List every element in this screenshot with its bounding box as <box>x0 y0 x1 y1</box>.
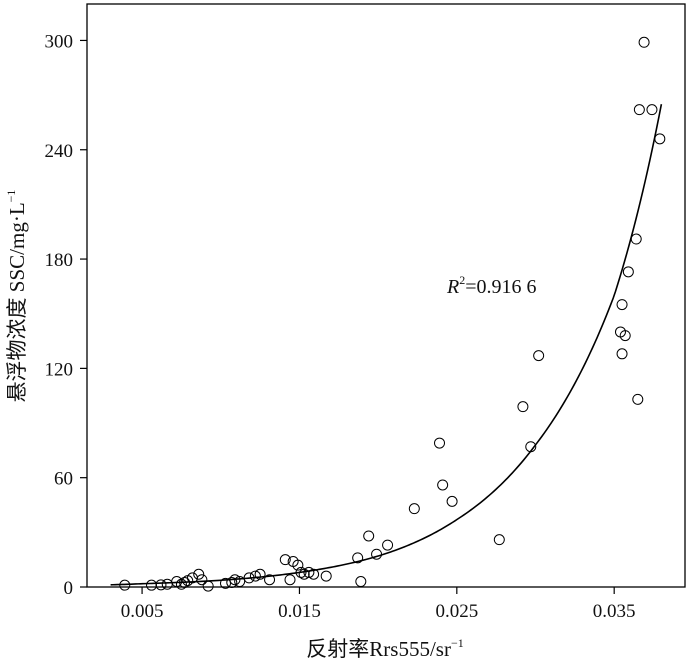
data-point <box>437 479 449 491</box>
y-tick-label: 180 <box>45 250 74 271</box>
data-point <box>632 393 644 405</box>
data-point <box>371 548 383 560</box>
x-tick-label: 0.025 <box>435 601 478 622</box>
data-point <box>619 330 631 342</box>
x-tick-label: 0.035 <box>593 601 636 622</box>
data-point <box>155 579 167 591</box>
data-point <box>622 266 634 278</box>
data-point <box>193 568 205 580</box>
data-point <box>525 441 537 453</box>
data-point <box>363 530 375 542</box>
data-point <box>616 299 628 311</box>
x-tick-label: 0.015 <box>278 601 321 622</box>
x-axis-title: 反射率Rrs555/sr−1 <box>306 636 463 661</box>
data-point <box>646 104 658 116</box>
data-point <box>264 574 276 586</box>
data-point <box>175 578 187 590</box>
y-tick-label: 120 <box>45 359 74 380</box>
data-point <box>355 576 367 588</box>
data-point <box>352 552 364 564</box>
data-point <box>295 566 307 578</box>
data-points <box>119 36 666 592</box>
y-tick-label: 300 <box>45 31 74 52</box>
data-point <box>633 104 645 116</box>
data-point <box>161 578 173 590</box>
data-point <box>229 574 241 586</box>
data-point <box>382 539 394 551</box>
data-point <box>249 570 261 582</box>
data-point <box>119 579 131 591</box>
y-tick-label: 60 <box>54 469 73 490</box>
y-tick-label: 0 <box>64 578 74 599</box>
data-point <box>517 401 529 413</box>
data-point <box>202 580 214 592</box>
data-point <box>196 574 208 586</box>
plot-frame <box>86 3 686 588</box>
data-point <box>493 534 505 546</box>
data-point <box>533 350 545 362</box>
fit-curve <box>110 104 663 586</box>
data-point <box>219 577 231 589</box>
y-axis-title: 悬浮物浓度 SSC/mg·L−1 <box>4 190 29 403</box>
data-point <box>284 574 296 586</box>
data-point <box>308 568 320 580</box>
data-point <box>279 554 291 566</box>
data-point <box>298 568 310 580</box>
data-point <box>320 570 332 582</box>
data-point <box>630 233 642 245</box>
data-point <box>638 36 650 48</box>
x-tick-label: 0.005 <box>121 601 164 622</box>
y-tick-label: 240 <box>45 141 74 162</box>
data-point <box>434 437 446 449</box>
data-point <box>446 495 458 507</box>
data-point <box>243 572 255 584</box>
data-point <box>292 559 304 571</box>
y-axis: 0 60 120 180 240 300 <box>45 31 87 599</box>
data-point <box>303 566 315 578</box>
x-axis: 0.005 0.015 0.025 0.035 <box>121 587 636 622</box>
data-point <box>408 503 420 515</box>
data-point <box>226 576 238 588</box>
data-point <box>616 348 628 360</box>
data-point <box>654 133 666 145</box>
data-point <box>146 579 158 591</box>
r2-annotation: R2=0.916 6 <box>446 273 537 298</box>
data-point <box>254 568 266 580</box>
data-point <box>234 576 246 588</box>
